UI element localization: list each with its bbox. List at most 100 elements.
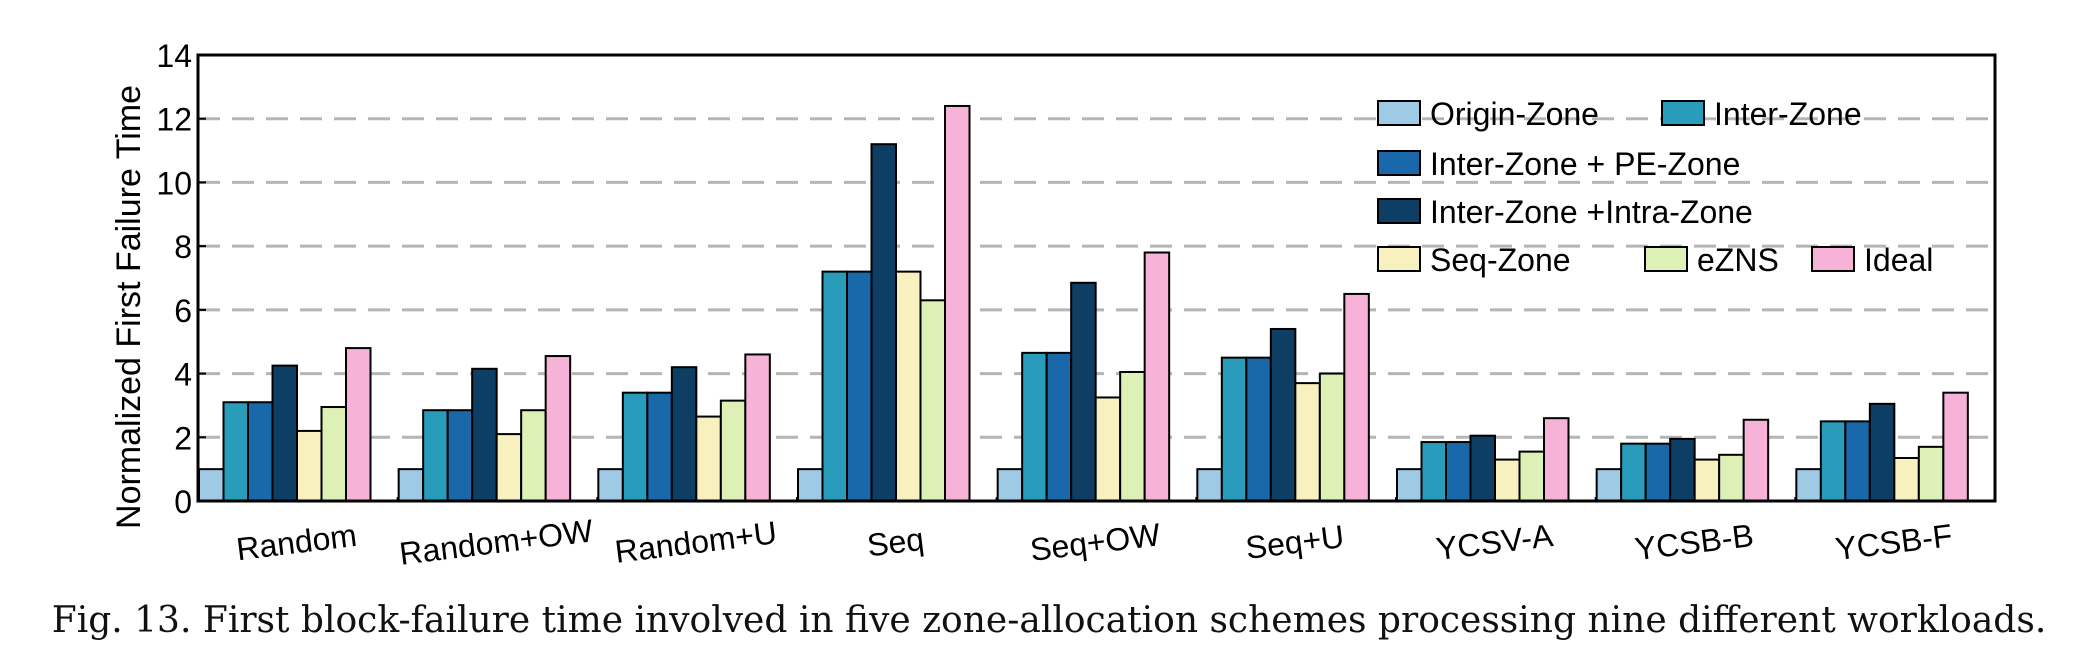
- bar: [1220, 356, 1248, 502]
- bar: [471, 367, 498, 502]
- x-tick-label: YCSB-B: [1633, 517, 1756, 567]
- bar: [1742, 418, 1770, 502]
- bar: [397, 468, 425, 502]
- y-tick-label: 4: [174, 357, 192, 393]
- bar: [1070, 281, 1097, 502]
- bar: [544, 355, 572, 502]
- bar: [944, 104, 971, 502]
- bar: [1343, 292, 1370, 502]
- x-tick-label: Seq+OW: [1028, 516, 1163, 568]
- bar: [345, 347, 372, 503]
- legend: Origin-Zone Inter-Zone Inter-Zone + PE-Zon…: [1377, 96, 1933, 278]
- bar: [695, 415, 722, 503]
- bar: [1844, 420, 1871, 503]
- legend-label: eZNS: [1697, 242, 1779, 278]
- bar: [1269, 327, 1297, 502]
- bar: [821, 270, 848, 502]
- legend-swatch: [1644, 246, 1688, 272]
- bar: [1795, 468, 1822, 502]
- bar: [296, 429, 323, 502]
- y-tick-labels: 0 2 4 6 8 10 12 14: [156, 38, 192, 520]
- bar: [744, 353, 771, 503]
- bar: [1819, 420, 1847, 503]
- axes: [196, 53, 1997, 503]
- x-tick-labels: Random Random+OW Random+U Seq Seq+OW Seq+U YCS…: [234, 512, 1954, 572]
- bar: [1196, 468, 1223, 502]
- bar-chart: 0 2 4 6 8 10 12 14 Random Random+OW Random+U Seq Se…: [110, 38, 1997, 572]
- bar: [1420, 441, 1447, 503]
- y-tick-label: 8: [174, 229, 192, 265]
- x-tick-label: YCSB-F: [1833, 517, 1954, 567]
- bar: [222, 401, 249, 502]
- bar: [320, 406, 347, 502]
- x-tick-label: Seq: [865, 521, 926, 564]
- bar: [422, 409, 449, 503]
- legend-swatch: [1811, 246, 1855, 272]
- legend-swatch: [1661, 100, 1705, 126]
- legend-swatch: [1377, 100, 1421, 126]
- legend-label: Origin-Zone: [1430, 96, 1599, 132]
- bar: [670, 366, 698, 503]
- bar: [198, 468, 225, 502]
- bar: [1021, 351, 1048, 502]
- bar: [1543, 417, 1570, 502]
- bar: [446, 409, 474, 503]
- bar: [1693, 458, 1721, 503]
- bar: [1318, 372, 1346, 503]
- bar: [1644, 442, 1672, 502]
- x-tick-label: Random: [234, 517, 358, 567]
- legend-label: Ideal: [1864, 242, 1933, 278]
- x-tick-label: Random+U: [613, 514, 779, 570]
- plot-frame: [196, 53, 1997, 503]
- bar: [1396, 468, 1423, 502]
- bar: [520, 409, 547, 503]
- bar: [1245, 356, 1272, 502]
- bar: [1143, 251, 1171, 502]
- bar: [1718, 453, 1745, 502]
- legend-swatch: [1377, 246, 1421, 272]
- bar: [1494, 458, 1521, 503]
- legend-label: Inter-Zone + PE-Zone: [1430, 146, 1740, 182]
- legend-label: Inter-Zone: [1714, 96, 1862, 132]
- bars: [198, 104, 1969, 503]
- bar: [1942, 391, 1969, 502]
- bar: [1119, 370, 1146, 502]
- bar: [495, 433, 523, 503]
- bar: [1469, 434, 1496, 503]
- y-tick-label: 6: [174, 293, 192, 329]
- x-tick-label: Random+OW: [397, 512, 595, 572]
- y-tick-label: 14: [156, 38, 192, 74]
- bar: [1595, 468, 1623, 502]
- legend-swatch: [1377, 198, 1421, 224]
- legend-swatch: [1377, 150, 1421, 176]
- y-tick-label: 0: [174, 484, 192, 520]
- bar: [271, 364, 298, 502]
- x-tick-label: YCSV-A: [1434, 517, 1556, 567]
- y-axis-label: Normalized First Failure Time: [110, 85, 148, 529]
- bar: [1868, 402, 1896, 503]
- legend-label: Seq-Zone: [1430, 242, 1571, 278]
- bar: [846, 270, 873, 502]
- bar: [1518, 450, 1545, 502]
- bar: [646, 391, 673, 502]
- bar: [895, 270, 922, 502]
- legend-label: Inter-Zone +Intra-Zone: [1430, 194, 1753, 230]
- bar: [1917, 445, 1945, 503]
- bar: [1445, 441, 1472, 503]
- bar: [1669, 437, 1696, 502]
- bar: [919, 299, 946, 502]
- bar: [1294, 382, 1321, 502]
- bar: [621, 391, 649, 502]
- y-tick-label: 2: [174, 420, 192, 456]
- bar: [1893, 456, 1920, 502]
- bar: [247, 401, 274, 502]
- figure-caption: Fig. 13. First block-failure time involv…: [51, 600, 2047, 641]
- bar: [597, 468, 624, 502]
- bar: [1620, 442, 1647, 502]
- bar: [1094, 396, 1122, 503]
- y-tick-label: 12: [156, 102, 192, 138]
- y-tick-label: 10: [156, 165, 192, 201]
- bar: [996, 468, 1024, 502]
- bar: [719, 399, 747, 502]
- bar: [1045, 351, 1073, 502]
